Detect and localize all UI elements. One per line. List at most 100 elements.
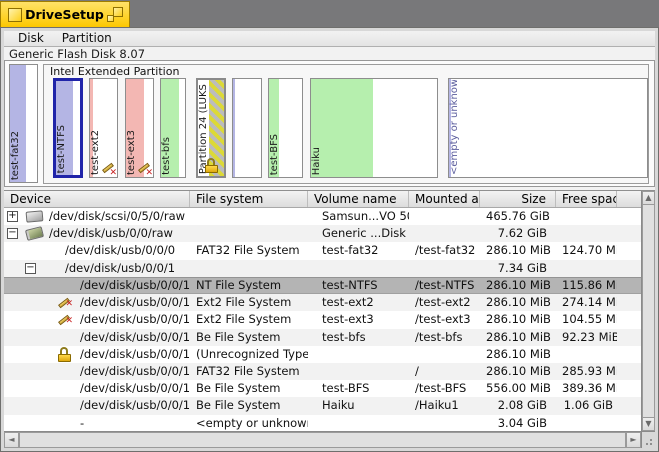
volume-name-cell: test-BFS: [322, 381, 370, 396]
used-space-fill: [161, 79, 179, 177]
partition-bar--empty-or-unknown-[interactable]: <empty or unknown>: [448, 78, 648, 178]
expand-plus-icon[interactable]: +: [7, 210, 18, 222]
filler-cell: [617, 294, 641, 311]
filler-cell: [617, 225, 641, 242]
resize-grip-icon[interactable]: [641, 432, 655, 448]
table-row[interactable]: ✕ /dev/disk/usb/0/0/1_1 Ext2 File System te…: [4, 294, 641, 312]
table-row[interactable]: /dev/disk/usb/0/0/1_0 NT File System test-…: [4, 276, 641, 295]
partition-table: Device File system Volume name Mounted at Si…: [4, 191, 641, 431]
filler-cell: [617, 346, 641, 363]
vertical-scrollbar[interactable]: ▲ ▼: [641, 191, 655, 431]
device-cell: ✕ /dev/disk/usb/0/0/1_1: [4, 294, 190, 311]
partition-bar-test-bfs[interactable]: test-bfs: [160, 78, 186, 178]
table-row[interactable]: − /dev/disk/usb/0/0/1 7.34 GiB: [4, 259, 641, 277]
free-space-cell: 274.14 MiB: [562, 295, 617, 310]
used-space-fill: [56, 81, 73, 175]
size-cell: 3.04 GiB: [497, 415, 547, 430]
column-header-volume-name[interactable]: Volume name: [308, 191, 409, 207]
menu-item-disk[interactable]: Disk: [18, 31, 44, 45]
scroll-right-button[interactable]: ►: [626, 432, 641, 448]
pending-modification-pencil-icon: ✕: [56, 296, 73, 310]
scroll-down-button[interactable]: ▼: [642, 417, 655, 431]
used-space-fill: [126, 79, 144, 177]
partition-bar-haiku[interactable]: Haiku: [310, 78, 438, 178]
device-path: /dev/disk/scsi/0/5/0/raw: [49, 209, 186, 223]
free-space-cell: 389.36 MiB: [562, 381, 617, 396]
partition-bar-test-ext3[interactable]: test-ext3 ✕: [125, 78, 154, 178]
vertical-scroll-thumb[interactable]: [642, 205, 655, 417]
pending-modification-pencil-icon: ✕: [100, 161, 117, 178]
scroll-up-button[interactable]: ▲: [642, 191, 655, 205]
table-row[interactable]: ✕ /dev/disk/usb/0/0/1_2 Ext2 File System te…: [4, 311, 641, 329]
volume-name-cell: Samsun...VO 500G: [322, 209, 409, 223]
hard-disk-icon: [25, 210, 44, 223]
encrypted-stripes-pattern: [209, 80, 224, 176]
device-path: /dev/disk/usb/0/0/1_7: [80, 398, 190, 413]
device-cell: /dev/disk/usb/0/0/1_3: [4, 329, 190, 346]
volume-name-cell: test-fat32: [322, 243, 379, 258]
filler-cell: [617, 397, 641, 414]
partition-bar-unnamed[interactable]: [232, 78, 262, 178]
horizontal-scrollbar[interactable]: ◄ ►: [4, 432, 641, 448]
volume-name-cell: test-ext3: [322, 312, 374, 327]
filler-cell: [617, 415, 641, 431]
filesystem-cell: [190, 225, 308, 242]
device-path: /dev/disk/usb/0/0/1_1: [80, 295, 190, 310]
window-title-tab[interactable]: DriveSetup: [0, 1, 130, 27]
filesystem-cell: Ext2 File System: [196, 312, 292, 327]
filler-cell: [617, 277, 641, 294]
free-space-cell: 92.23 MiB: [562, 329, 617, 344]
filesystem-cell: [190, 208, 308, 225]
collapse-minus-icon[interactable]: −: [25, 261, 36, 274]
free-space-cell: [556, 208, 617, 225]
partition-bar-test-ext2[interactable]: test-ext2 ✕: [89, 78, 118, 178]
table-row[interactable]: /dev/disk/usb/0/0/0 FAT32 File System test…: [4, 242, 641, 260]
used-space-fill: [311, 79, 373, 177]
table-row[interactable]: − /dev/disk/usb/0/0/raw Generic ...Disk 8.…: [4, 225, 641, 243]
menu-item-partition[interactable]: Partition: [61, 31, 112, 45]
mounted-at-cell: [409, 260, 480, 277]
table-row[interactable]: /dev/disk/usb/0/0/1_4 (Unrecognized Type …: [4, 345, 641, 363]
table-row[interactable]: - <empty or unknown> 3.04 GiB: [4, 414, 641, 431]
column-header-mounted-at[interactable]: Mounted at: [409, 191, 480, 207]
encrypted-lock-icon: [58, 346, 71, 362]
red-x-icon: ✕: [65, 299, 73, 310]
red-x-icon: ✕: [109, 168, 117, 178]
column-header-filler: [617, 191, 641, 207]
size-cell: 286.10 MiB: [486, 363, 551, 378]
lock-body: [58, 353, 71, 362]
partition-bar-test-fat32[interactable]: test-fat32: [9, 64, 38, 183]
table-row[interactable]: /dev/disk/usb/0/0/1_3 Be File System test-…: [4, 328, 641, 346]
device-cell: /dev/disk/usb/0/0/1_0: [4, 277, 190, 294]
partition-bar-test-ntfs[interactable]: test-NTFS: [53, 78, 83, 178]
mounted-at-cell: /: [415, 363, 419, 378]
table-row[interactable]: /dev/disk/usb/0/0/1_5 FAT32 File System / 2…: [4, 362, 641, 381]
used-space-fill: [269, 79, 279, 177]
mounted-at-cell: /test-fat32: [415, 243, 476, 258]
partition-bar-test-bfs[interactable]: test-BFS: [268, 78, 303, 178]
column-header-free-space[interactable]: Free space: [556, 191, 617, 207]
close-button[interactable]: [8, 7, 22, 22]
mounted-at-cell: /test-ext2: [415, 295, 471, 310]
column-header-size[interactable]: Size: [480, 191, 556, 207]
volume-name-cell: test-NTFS: [322, 277, 378, 292]
table-body: + /dev/disk/scsi/0/5/0/raw Samsun...VO 500…: [4, 208, 641, 431]
window-body: Disk Partition Generic Flash Disk 8.07 In…: [0, 27, 659, 452]
collapse-minus-icon[interactable]: −: [7, 227, 18, 240]
column-header-file-system[interactable]: File system: [190, 191, 308, 207]
extended-partition-container[interactable]: Intel Extended Partition test-NTFS test-e…: [43, 64, 649, 184]
filesystem-cell: FAT32 File System: [196, 363, 300, 378]
table-row[interactable]: + /dev/disk/scsi/0/5/0/raw Samsun...VO 500…: [4, 208, 641, 226]
partition-label: test-ext3: [126, 130, 137, 175]
partition-bar-partition-24-luks-enc-[interactable]: Partition 24 (LUKS enc...: [196, 78, 226, 178]
partition-label: test-BFS: [269, 133, 280, 175]
scroll-left-button[interactable]: ◄: [4, 432, 19, 448]
red-x-icon: ✕: [65, 316, 73, 327]
horizontal-scroll-thumb[interactable]: [19, 432, 626, 448]
table-row[interactable]: /dev/disk/usb/0/0/1_6 Be File System test-…: [4, 380, 641, 398]
pending-modification-pencil-icon: ✕: [56, 313, 73, 327]
column-header-device[interactable]: Device: [4, 191, 190, 207]
table-row[interactable]: /dev/disk/usb/0/0/1_7 Be File System Haiku…: [4, 397, 641, 415]
zoom-button[interactable]: [107, 7, 123, 22]
